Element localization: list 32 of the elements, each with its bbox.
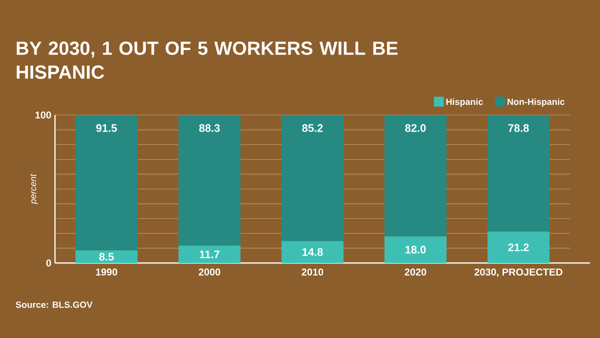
data-label: 18.0 <box>406 246 426 254</box>
legend-label: Non-Hispanic <box>508 98 565 107</box>
legend-label: Hispanic <box>446 98 483 107</box>
data-label: 82.0 <box>405 124 426 132</box>
data-label: 14.8 <box>302 248 323 256</box>
bar <box>282 114 344 242</box>
bar <box>76 114 138 250</box>
x-tick-label: 2020 <box>404 268 426 276</box>
y-tick-label: 100 <box>35 111 52 119</box>
data-label: 21.2 <box>508 243 529 252</box>
y-axis-title: percent <box>30 174 38 204</box>
bar <box>178 114 240 246</box>
x-tick-label: 2030, PROJECTED <box>474 268 562 278</box>
x-tick-label: 2010 <box>302 268 324 276</box>
y-tick-label: 0 <box>46 259 52 267</box>
data-label: 11.7 <box>200 250 220 258</box>
bar <box>384 236 447 263</box>
bar <box>384 114 447 236</box>
x-tick-label: 2000 <box>198 268 220 276</box>
x-tick-label: 1990 <box>96 268 118 276</box>
bar <box>282 241 344 263</box>
bar <box>76 250 138 263</box>
bar <box>488 114 550 232</box>
data-label: 88.3 <box>199 124 220 132</box>
source-note: Source: BLS.GOV <box>16 302 93 308</box>
chart-title: BY 2030, 1 OUT OF 5 WORKERS WILL BE HISPANIC <box>16 42 398 79</box>
data-label: 78.8 <box>508 124 529 132</box>
bar <box>488 232 550 263</box>
data-label: 8.5 <box>99 252 114 261</box>
bar <box>178 246 240 263</box>
data-label: 91.5 <box>96 124 117 132</box>
data-label: 85.2 <box>302 124 323 132</box>
